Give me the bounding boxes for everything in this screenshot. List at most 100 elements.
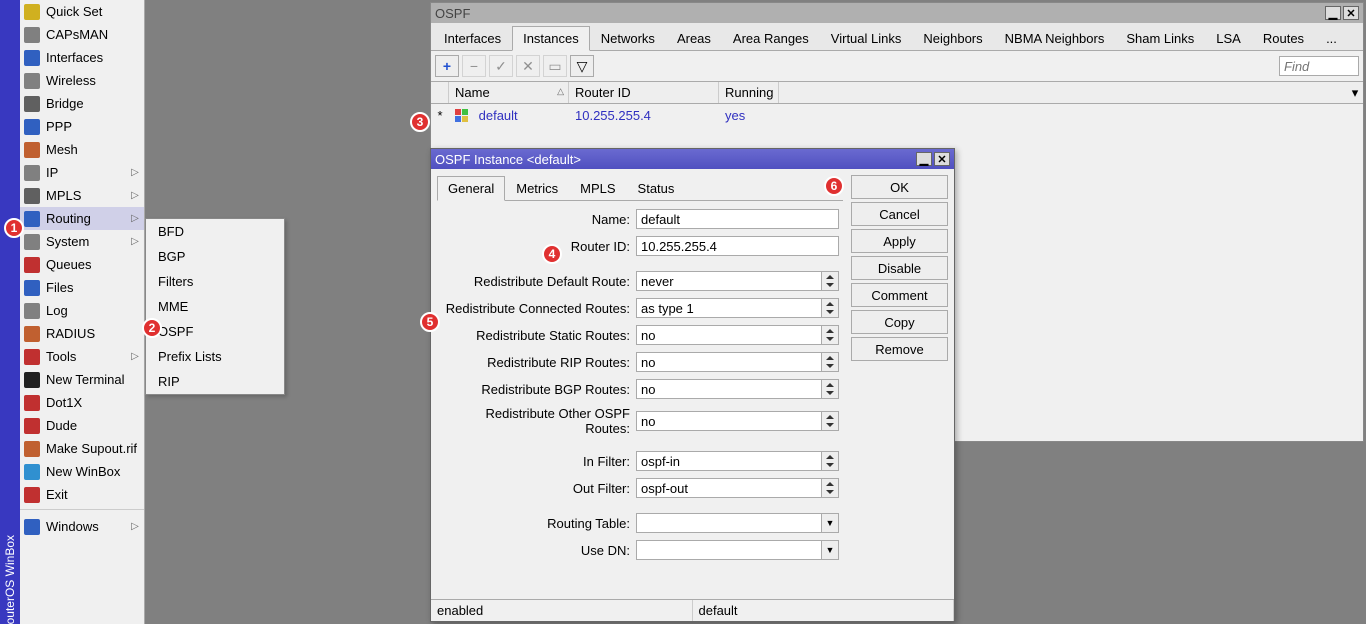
minimize-button[interactable]: ▁	[916, 152, 932, 166]
minimize-button[interactable]: ▁	[1325, 6, 1341, 20]
sidebar-item-make-supout.rif[interactable]: Make Supout.rif	[20, 437, 144, 460]
redist-other-input[interactable]	[636, 411, 821, 431]
dropdown-button[interactable]: ▼	[821, 513, 839, 533]
sidebar-item-windows[interactable]: Windows ▷	[20, 515, 144, 538]
dropdown-button[interactable]	[821, 298, 839, 318]
field-label: Name:	[441, 212, 636, 227]
sidebar-item-ip[interactable]: IP ▷	[20, 161, 144, 184]
sidebar-item-label: Bridge	[46, 96, 140, 111]
tab-areas[interactable]: Areas	[666, 26, 722, 51]
sidebar-item-dude[interactable]: Dude	[20, 414, 144, 437]
submenu-item-prefix-lists[interactable]: Prefix Lists	[146, 344, 284, 369]
sidebar-item-files[interactable]: Files	[20, 276, 144, 299]
col-running[interactable]: Running	[719, 82, 779, 103]
tab-neighbors[interactable]: Neighbors	[912, 26, 993, 51]
redist-bgp-input[interactable]	[636, 379, 821, 399]
sidebar-item-dot1x[interactable]: Dot1X	[20, 391, 144, 414]
sidebar-item-exit[interactable]: Exit	[20, 483, 144, 506]
sidebar-item-bridge[interactable]: Bridge	[20, 92, 144, 115]
remove-button[interactable]: −	[462, 55, 486, 77]
dropdown-button[interactable]	[821, 478, 839, 498]
find-input[interactable]	[1279, 56, 1359, 76]
sidebar-item-interfaces[interactable]: Interfaces	[20, 46, 144, 69]
row-running: yes	[719, 106, 779, 127]
redist-connected-input[interactable]	[636, 298, 821, 318]
tab--[interactable]: ...	[1315, 26, 1348, 51]
tab-lsa[interactable]: LSA	[1205, 26, 1252, 51]
sidebar-item-new-winbox[interactable]: New WinBox	[20, 460, 144, 483]
sidebar-item-ppp[interactable]: PPP	[20, 115, 144, 138]
col-menu-button[interactable]: ▾	[1347, 82, 1363, 103]
in-filter-input[interactable]	[636, 451, 821, 471]
sidebar-item-mpls[interactable]: MPLS ▷	[20, 184, 144, 207]
redist-static-input[interactable]	[636, 325, 821, 345]
sidebar-item-log[interactable]: Log	[20, 299, 144, 322]
name-input[interactable]	[636, 209, 839, 229]
col-name[interactable]: Name△	[449, 82, 569, 103]
ok-button[interactable]: OK	[851, 175, 948, 199]
redist-default-input[interactable]	[636, 271, 821, 291]
disable-button[interactable]: Disable	[851, 256, 948, 280]
enable-button[interactable]: ✓	[489, 55, 513, 77]
tab-networks[interactable]: Networks	[590, 26, 666, 51]
dropdown-button[interactable]	[821, 352, 839, 372]
submenu-item-bfd[interactable]: BFD	[146, 219, 284, 244]
close-button[interactable]: ✕	[934, 152, 950, 166]
tab-interfaces[interactable]: Interfaces	[433, 26, 512, 51]
submenu-item-bgp[interactable]: BGP	[146, 244, 284, 269]
instance-titlebar[interactable]: OSPF Instance <default> ▁ ✕	[431, 149, 954, 169]
close-button[interactable]: ✕	[1343, 6, 1359, 20]
dropdown-button[interactable]	[821, 325, 839, 345]
tab-area-ranges[interactable]: Area Ranges	[722, 26, 820, 51]
sidebar-item-queues[interactable]: Queues	[20, 253, 144, 276]
tab-virtual-links[interactable]: Virtual Links	[820, 26, 913, 51]
comment-button[interactable]: Comment	[851, 283, 948, 307]
submenu-item-ospf[interactable]: OSPF	[146, 319, 284, 344]
tab-status[interactable]: Status	[627, 176, 686, 201]
apply-button[interactable]: Apply	[851, 229, 948, 253]
col-flag[interactable]	[431, 82, 449, 103]
routing-table-input[interactable]	[636, 513, 821, 533]
router-id-input[interactable]	[636, 236, 839, 256]
dropdown-button[interactable]	[821, 379, 839, 399]
sidebar-item-capsman[interactable]: CAPsMAN	[20, 23, 144, 46]
submenu-item-mme[interactable]: MME	[146, 294, 284, 319]
sidebar-item-quick-set[interactable]: Quick Set	[20, 0, 144, 23]
ospf-title: OSPF	[435, 6, 1323, 21]
sidebar-item-tools[interactable]: Tools ▷	[20, 345, 144, 368]
tab-metrics[interactable]: Metrics	[505, 176, 569, 201]
add-button[interactable]: +	[435, 55, 459, 77]
tab-instances[interactable]: Instances	[512, 26, 590, 51]
sidebar-item-routing[interactable]: Routing ▷	[20, 207, 144, 230]
dropdown-button[interactable]	[821, 271, 839, 291]
field-redist-other: Redistribute Other OSPF Routes:	[441, 406, 839, 436]
sidebar-item-wireless[interactable]: Wireless	[20, 69, 144, 92]
tab-mpls[interactable]: MPLS	[569, 176, 626, 201]
submenu-item-rip[interactable]: RIP	[146, 369, 284, 394]
dropdown-button[interactable]: ▼	[821, 540, 839, 560]
sidebar-item-radius[interactable]: RADIUS	[20, 322, 144, 345]
out-filter-input[interactable]	[636, 478, 821, 498]
remove-button[interactable]: Remove	[851, 337, 948, 361]
redist-rip-input[interactable]	[636, 352, 821, 372]
field-redist-static: Redistribute Static Routes:	[441, 325, 839, 345]
use-dn-input[interactable]	[636, 540, 821, 560]
copy-button[interactable]: Copy	[851, 310, 948, 334]
dropdown-button[interactable]	[821, 451, 839, 471]
comment-button[interactable]: ▭	[543, 55, 567, 77]
tab-nbma-neighbors[interactable]: NBMA Neighbors	[994, 26, 1116, 51]
disable-button[interactable]: ✕	[516, 55, 540, 77]
table-row[interactable]: * default 10.255.255.4 yes	[431, 104, 1363, 129]
row-router-id: 10.255.255.4	[569, 106, 719, 127]
tab-routes[interactable]: Routes	[1252, 26, 1315, 51]
tab-sham-links[interactable]: Sham Links	[1115, 26, 1205, 51]
sidebar-item-new-terminal[interactable]: New Terminal	[20, 368, 144, 391]
filter-button[interactable]: ▽	[570, 55, 594, 77]
sidebar-item-mesh[interactable]: Mesh	[20, 138, 144, 161]
submenu-item-filters[interactable]: Filters	[146, 269, 284, 294]
dropdown-button[interactable]	[821, 411, 839, 431]
cancel-button[interactable]: Cancel	[851, 202, 948, 226]
tab-general[interactable]: General	[437, 176, 505, 201]
sidebar-item-system[interactable]: System ▷	[20, 230, 144, 253]
col-router-id[interactable]: Router ID	[569, 82, 719, 103]
